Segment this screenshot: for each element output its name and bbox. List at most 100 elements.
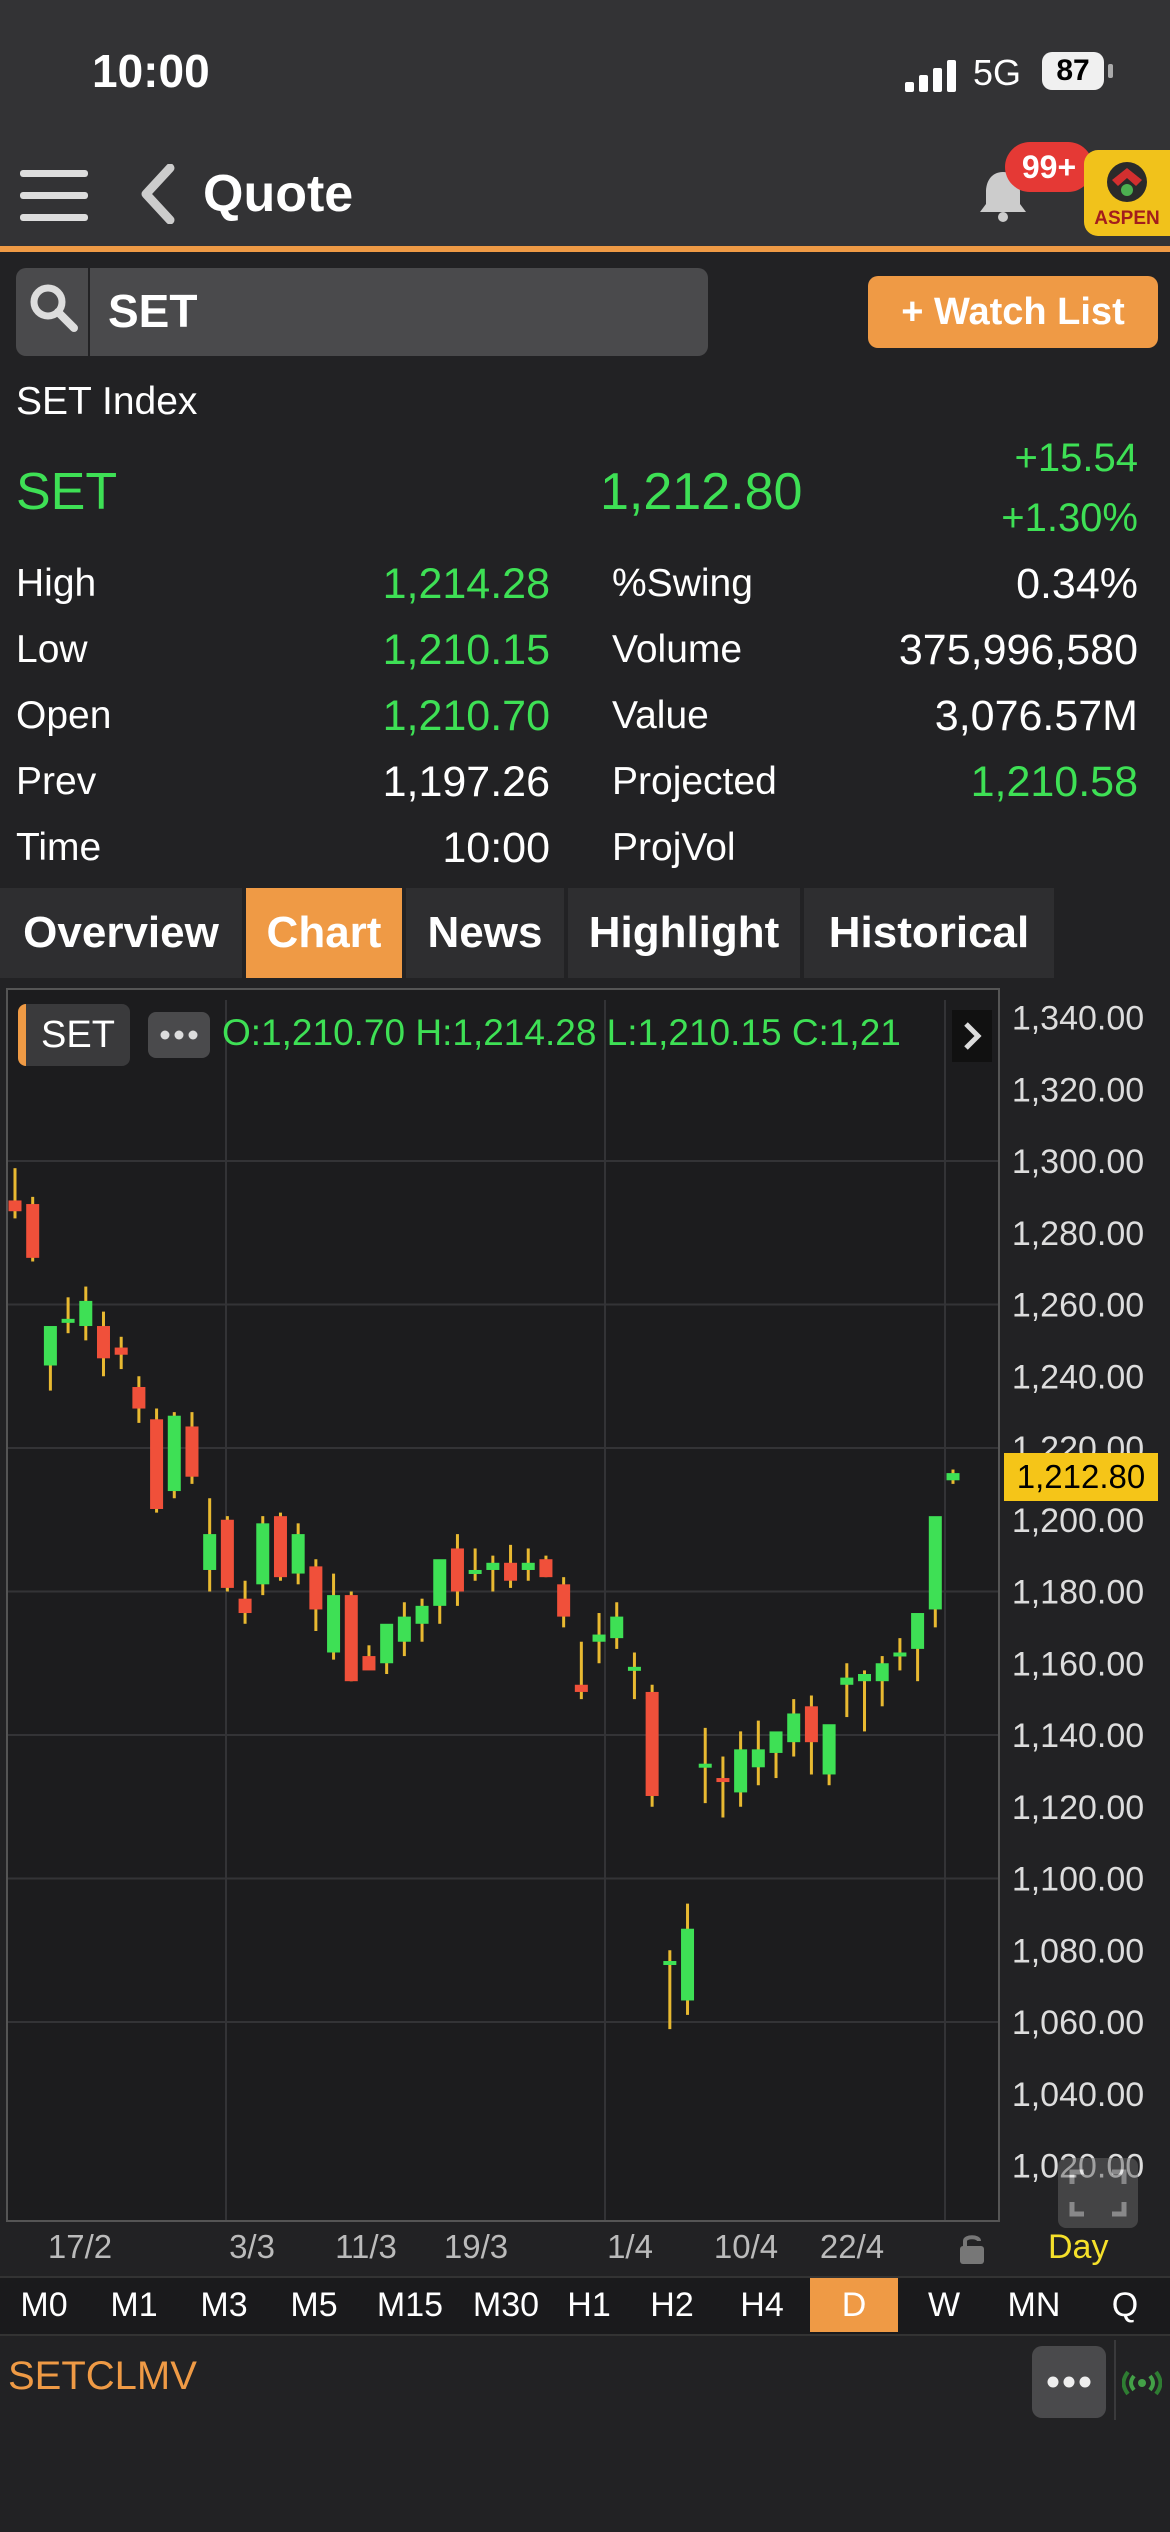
search-icon[interactable] bbox=[26, 280, 82, 336]
search-value[interactable]: SET bbox=[108, 285, 198, 337]
battery-tip bbox=[1108, 64, 1113, 78]
symbol-code: SET bbox=[16, 463, 118, 521]
timeframe-m0[interactable]: M0 bbox=[20, 2286, 68, 2324]
connection-status-icon bbox=[1122, 2370, 1162, 2396]
stat-label: ProjVol bbox=[612, 826, 736, 869]
candle bbox=[751, 1720, 765, 1786]
indicator-label[interactable]: SETCLMV bbox=[8, 2354, 197, 2398]
timeframe-m5[interactable]: M5 bbox=[290, 2286, 338, 2324]
candle-body bbox=[43, 1326, 57, 1366]
stat-label: High bbox=[16, 562, 97, 605]
candle bbox=[43, 1326, 57, 1391]
battery-icon: 87 bbox=[1042, 52, 1104, 90]
candle bbox=[627, 1652, 641, 1700]
timeframe-d[interactable]: D bbox=[810, 2278, 898, 2332]
nav-divider bbox=[0, 246, 1170, 252]
candle bbox=[96, 1311, 110, 1377]
aspen-logo[interactable]: ASPEN bbox=[1084, 150, 1170, 236]
candle-body bbox=[220, 1519, 234, 1588]
candle-body bbox=[592, 1634, 606, 1642]
stat-value: 1,210.58 bbox=[970, 758, 1138, 806]
expand-icon[interactable] bbox=[1058, 2158, 1138, 2228]
candle bbox=[273, 1512, 287, 1581]
timeframe-m15[interactable]: M15 bbox=[376, 2286, 444, 2324]
candle-body bbox=[521, 1562, 535, 1570]
stat-value: 0.34% bbox=[1016, 560, 1138, 608]
candle-body bbox=[928, 1516, 942, 1610]
candle-body bbox=[627, 1666, 641, 1671]
candle-body bbox=[893, 1652, 907, 1657]
timeframe-q[interactable]: Q bbox=[1111, 2286, 1139, 2324]
candle bbox=[61, 1297, 75, 1334]
timeframe-h4[interactable]: H4 bbox=[740, 2286, 784, 2324]
timeframe-m30[interactable]: M30 bbox=[472, 2286, 540, 2324]
last-price: 1,212.80 bbox=[600, 463, 803, 521]
candle bbox=[875, 1656, 889, 1707]
stat-value: 375,996,580 bbox=[898, 626, 1138, 674]
candle-body bbox=[79, 1300, 93, 1327]
ohlc-next-button[interactable] bbox=[952, 1010, 992, 1062]
candle bbox=[185, 1412, 199, 1484]
candle bbox=[787, 1699, 801, 1757]
tab-highlight[interactable]: Highlight bbox=[568, 888, 800, 978]
candle bbox=[645, 1684, 659, 1807]
timeframe-mn[interactable]: MN bbox=[1007, 2286, 1061, 2324]
candle bbox=[769, 1731, 783, 1779]
x-tick-label: 17/2 bbox=[48, 2228, 112, 2265]
stat-value: 1,197.26 bbox=[382, 758, 550, 806]
stat-value: 3,076.57M bbox=[934, 692, 1138, 740]
candle-body bbox=[114, 1347, 128, 1355]
candle bbox=[574, 1641, 588, 1700]
lock-icon[interactable] bbox=[958, 2232, 986, 2266]
stat-value: 10:00 bbox=[442, 824, 550, 872]
chart-symbol-label[interactable]: SET bbox=[18, 1004, 130, 1066]
price-change: +15.54 bbox=[1014, 436, 1138, 480]
candle bbox=[539, 1555, 553, 1578]
indicator-more-button[interactable] bbox=[1032, 2346, 1106, 2418]
candle bbox=[557, 1577, 571, 1628]
candle bbox=[380, 1623, 394, 1675]
candle-body bbox=[468, 1569, 482, 1574]
hamburger-menu-icon[interactable] bbox=[20, 168, 88, 224]
y-tick-label: 1,160.00 bbox=[1012, 1645, 1144, 1683]
stat-label: %Swing bbox=[612, 562, 753, 605]
search-input[interactable] bbox=[16, 268, 708, 356]
add-to-watch-list-button[interactable]: + Watch List bbox=[868, 276, 1158, 348]
signal-icon bbox=[905, 60, 956, 92]
logo-text: ASPEN bbox=[1094, 208, 1160, 229]
y-tick-label: 1,240.00 bbox=[1012, 1358, 1144, 1396]
candle-body bbox=[256, 1523, 270, 1585]
tab-overview[interactable]: Overview bbox=[0, 888, 242, 978]
timeframe-m1[interactable]: M1 bbox=[110, 2286, 158, 2324]
candle-body bbox=[645, 1691, 659, 1796]
back-chevron-icon[interactable] bbox=[138, 164, 178, 224]
chart-more-button[interactable] bbox=[148, 1012, 210, 1058]
tab-historical[interactable]: Historical bbox=[804, 888, 1054, 978]
timeframe-h1[interactable]: H1 bbox=[567, 2286, 611, 2324]
candle-body bbox=[769, 1731, 783, 1753]
candle bbox=[450, 1534, 464, 1606]
period-label: Day bbox=[1048, 2228, 1109, 2266]
candle-body bbox=[822, 1724, 836, 1775]
candle bbox=[167, 1412, 181, 1499]
page-title: Quote bbox=[203, 165, 354, 223]
timeframe-m3[interactable]: M3 bbox=[200, 2286, 248, 2324]
candle-body bbox=[273, 1516, 287, 1578]
y-tick-label: 1,060.00 bbox=[1012, 2004, 1144, 2042]
x-tick-label: 19/3 bbox=[444, 2228, 508, 2265]
tab-news[interactable]: News bbox=[406, 888, 564, 978]
timeframe-w[interactable]: W bbox=[927, 2286, 961, 2324]
candle bbox=[468, 1548, 482, 1581]
search-divider bbox=[88, 268, 90, 356]
candle bbox=[114, 1336, 128, 1370]
candlestick-chart[interactable]: 1,340.00 1,320.00 1,300.00 1,280.00 1,260.00… bbox=[0, 985, 1170, 2275]
timeframe-h2[interactable]: H2 bbox=[650, 2286, 694, 2324]
ohlc-readout: O:1,210.70 H:1,214.28 L:1,210.15 C:1,21 bbox=[222, 1012, 901, 1053]
candle-body bbox=[132, 1387, 146, 1409]
chart-panel[interactable] bbox=[6, 988, 1000, 2222]
y-tick-label: 1,340.00 bbox=[1012, 1000, 1144, 1038]
candle-body bbox=[539, 1559, 553, 1578]
tab-chart[interactable]: Chart bbox=[246, 888, 402, 978]
notification-badge[interactable]: 99+ bbox=[1005, 142, 1093, 192]
candle-body bbox=[663, 1961, 677, 1966]
